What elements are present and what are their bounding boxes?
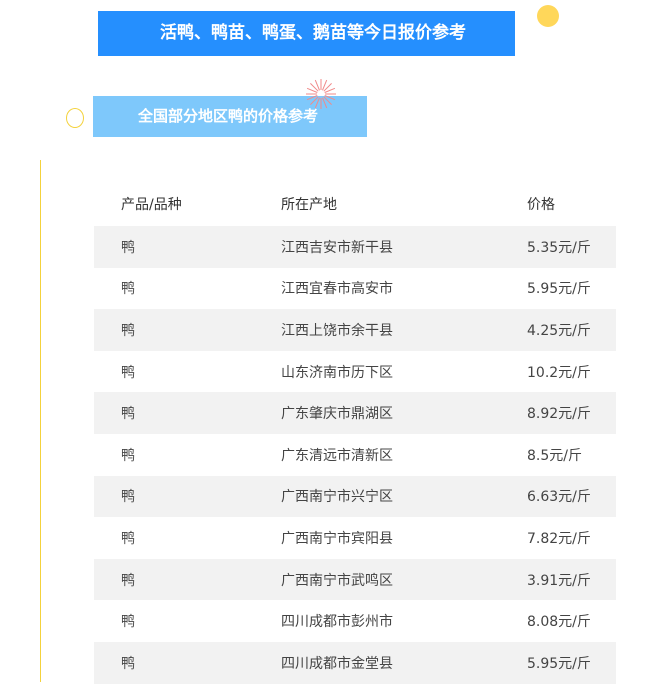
cell-origin: 江西宜春市高安市 bbox=[281, 281, 393, 298]
cell-origin: 广西南宁市宾阳县 bbox=[281, 530, 393, 547]
decorative-dot-icon bbox=[537, 5, 559, 27]
firework-ray bbox=[310, 96, 319, 105]
cell-price: 10.2元/斤 bbox=[527, 364, 591, 381]
cell-product: 鸭 bbox=[121, 281, 135, 298]
cell-price: 3.91元/斤 bbox=[527, 572, 591, 589]
firework-ray bbox=[322, 79, 328, 91]
table-row: 鸭 四川成都市金堂县 5.95元/斤 bbox=[94, 641, 616, 684]
firework-ray bbox=[314, 97, 320, 109]
cell-price: 5.95元/斤 bbox=[527, 655, 591, 672]
table-row: 鸭 山东济南市历下区 10.2元/斤 bbox=[94, 351, 616, 393]
firework-ray bbox=[324, 87, 336, 93]
price-table: 产品/品种 所在产地 价格 鸭江西吉安市新干县 5.35元/斤鸭江西宜春市高安市 5… bbox=[94, 182, 616, 684]
cell-price: 8.5元/斤 bbox=[527, 447, 582, 464]
firework-ray bbox=[306, 87, 318, 93]
cell-origin: 四川成都市金堂县 bbox=[281, 655, 393, 672]
cell-product: 鸭 bbox=[121, 406, 135, 423]
firework-icon bbox=[306, 79, 336, 109]
table-row: 鸭 广西南宁市武鸣区 3.91元/斤 bbox=[94, 558, 616, 601]
cell-product: 鸭 bbox=[121, 530, 135, 547]
table-row: 鸭 广西南宁市兴宁区 6.63元/斤 bbox=[94, 475, 616, 518]
table-row: 鸭 广东肇庆市鼎湖区 8.92元/斤 bbox=[94, 392, 616, 434]
cell-product: 鸭 bbox=[121, 322, 135, 339]
decorative-ring-icon bbox=[66, 108, 84, 128]
cell-product: 鸭 bbox=[121, 489, 135, 506]
table-row: 鸭 广西南宁市宾阳县 7.82元/斤 bbox=[94, 517, 616, 559]
cell-origin: 广东清远市清新区 bbox=[281, 447, 393, 464]
firework-ray bbox=[322, 97, 328, 109]
cell-price: 4.25元/斤 bbox=[527, 322, 591, 339]
header-origin: 所在产地 bbox=[281, 197, 337, 213]
cell-price: 5.35元/斤 bbox=[527, 239, 591, 256]
cell-origin: 江西吉安市新干县 bbox=[281, 239, 393, 256]
cell-product: 鸭 bbox=[121, 364, 135, 381]
table-row: 鸭 四川成都市彭州市 8.08元/斤 bbox=[94, 600, 616, 642]
cell-origin: 广西南宁市兴宁区 bbox=[281, 489, 393, 506]
cell-price: 7.82元/斤 bbox=[527, 530, 591, 547]
firework-ray bbox=[323, 96, 332, 105]
table-row: 鸭 江西吉安市新干县 5.35元/斤 bbox=[94, 226, 616, 268]
cell-price: 8.08元/斤 bbox=[527, 614, 591, 631]
table-row: 鸭 广东清远市清新区 8.5元/斤 bbox=[94, 434, 616, 476]
firework-ray bbox=[324, 95, 336, 101]
cell-price: 8.92元/斤 bbox=[527, 406, 591, 423]
cell-origin: 广西南宁市武鸣区 bbox=[281, 572, 393, 589]
cell-product: 鸭 bbox=[121, 447, 135, 464]
table-header: 产品/品种 所在产地 价格 bbox=[94, 182, 616, 226]
firework-ray bbox=[310, 83, 319, 92]
table-row: 鸭 江西上饶市余干县 4.25元/斤 bbox=[94, 309, 616, 351]
decorative-line bbox=[40, 160, 41, 682]
cell-price: 6.63元/斤 bbox=[527, 489, 591, 506]
firework-ray bbox=[306, 95, 318, 101]
cell-origin: 四川成都市彭州市 bbox=[281, 614, 393, 631]
header-product: 产品/品种 bbox=[121, 197, 182, 213]
cell-origin: 山东济南市历下区 bbox=[281, 364, 393, 381]
table-row: 鸭 江西宜春市高安市 5.95元/斤 bbox=[94, 268, 616, 310]
cell-origin: 广东肇庆市鼎湖区 bbox=[281, 406, 393, 423]
firework-ray bbox=[323, 83, 332, 92]
cell-product: 鸭 bbox=[121, 655, 135, 672]
page-banner-title: 活鸭、鸭苗、鸭蛋、鹅苗等今日报价参考 bbox=[98, 11, 515, 56]
cell-product: 鸭 bbox=[121, 572, 135, 589]
cell-product: 鸭 bbox=[121, 239, 135, 256]
cell-origin: 江西上饶市余干县 bbox=[281, 322, 393, 339]
cell-price: 5.95元/斤 bbox=[527, 281, 591, 298]
cell-product: 鸭 bbox=[121, 614, 135, 631]
firework-ray bbox=[314, 79, 320, 91]
header-price: 价格 bbox=[527, 197, 555, 213]
